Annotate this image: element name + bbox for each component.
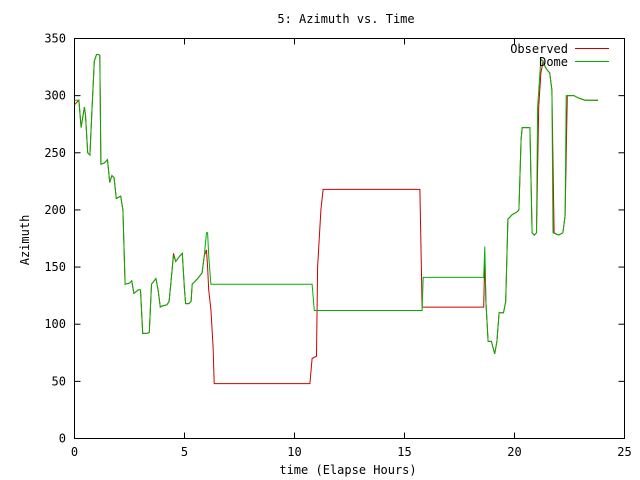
y-tick-label: 300 bbox=[44, 89, 66, 103]
x-tick-label: 0 bbox=[71, 445, 78, 459]
x-axis-label: time (Elapse Hours) bbox=[279, 463, 416, 477]
y-tick-label: 350 bbox=[44, 32, 66, 46]
chart-title: 5: Azimuth vs. Time bbox=[277, 12, 414, 26]
series-layer bbox=[74, 54, 599, 385]
y-tick-label: 50 bbox=[52, 374, 66, 388]
y-tick-label: 0 bbox=[59, 432, 66, 446]
y-tick-label: 200 bbox=[44, 203, 66, 217]
legend: Observed Dome bbox=[510, 42, 609, 69]
y-tick-label: 100 bbox=[44, 317, 66, 331]
y-tick-label: 250 bbox=[44, 146, 66, 160]
y-axis-label: Azimuth bbox=[18, 215, 32, 266]
legend-label-dome: Dome bbox=[539, 55, 568, 69]
legend-label-observed: Observed bbox=[510, 42, 568, 56]
x-tick-label: 25 bbox=[617, 445, 631, 459]
y-tick-label: 150 bbox=[44, 260, 66, 274]
x-tick-label: 15 bbox=[397, 445, 411, 459]
plot-frame bbox=[74, 38, 625, 439]
series-line-observed bbox=[74, 54, 599, 385]
x-tick-label: 10 bbox=[287, 445, 301, 459]
series-line-dome bbox=[74, 54, 599, 355]
x-tick-label: 20 bbox=[507, 445, 521, 459]
x-tick-label: 5 bbox=[181, 445, 188, 459]
